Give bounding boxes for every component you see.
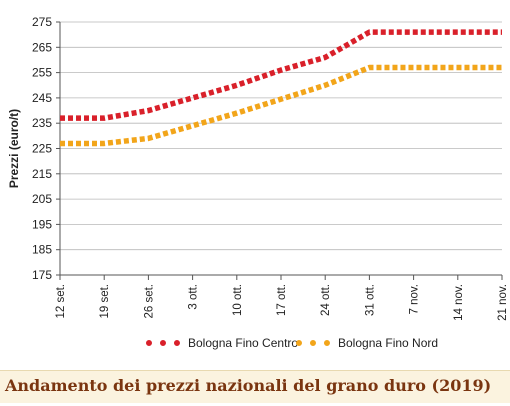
legend-label-nord: Bologna Fino Nord — [338, 336, 439, 350]
y-tick-label: 175 — [32, 268, 52, 282]
legend-swatch-nord — [296, 340, 330, 346]
y-tick-label: 185 — [32, 243, 52, 257]
figure-caption: Andamento dei prezzi nazionali del grano… — [0, 370, 510, 403]
y-tick-label: 275 — [32, 15, 52, 29]
y-tick-label: 205 — [32, 192, 52, 206]
x-tick-label: 24 ott. — [320, 284, 332, 316]
series-lines — [59, 29, 503, 147]
x-tick-label: 31 ott. — [364, 284, 376, 316]
x-tick-label: 7 nov. — [409, 284, 421, 314]
grid-lines — [60, 21, 502, 251]
y-tick-label: 265 — [32, 40, 52, 54]
x-tick-labels: 12 set. 19 set. 26 set. 3 ott. 10 ott. 17 ott… — [55, 284, 509, 321]
y-tick-labels: 175 185 195 205 215 225 235 245 255 265 275 — [32, 15, 52, 282]
legend-swatch-centro — [146, 340, 180, 346]
x-tick-label: 17 ott. — [276, 284, 288, 316]
series-line-centro — [60, 29, 502, 121]
x-tick-label: 19 set. — [99, 284, 111, 319]
legend-label-centro: Bologna Fino Centro — [188, 336, 299, 350]
y-tick-label: 245 — [32, 91, 52, 105]
axes — [56, 21, 503, 280]
y-axis-label: Prezzi (euro/t) — [7, 109, 21, 188]
legend-item-nord: Bologna Fino Nord — [296, 332, 438, 354]
y-tick-label: 235 — [32, 116, 52, 130]
series-line-nord — [60, 64, 502, 147]
caption-text: Andamento dei prezzi nazionali del grano… — [5, 376, 492, 395]
y-tick-label: 215 — [32, 167, 52, 181]
line-chart: 175 185 195 205 215 225 235 245 255 265 275 12 set… — [7, 15, 509, 321]
x-tick-label: 3 ott. — [188, 284, 200, 310]
y-tick-label: 195 — [32, 217, 52, 231]
legend: Bologna Fino Centro Bologna Fino Nord — [0, 332, 510, 354]
x-tick-label: 12 set. — [55, 284, 67, 319]
x-tick-label: 21 nov. — [497, 284, 509, 321]
x-tick-label: 14 nov. — [453, 284, 465, 321]
legend-item-centro: Bologna Fino Centro — [146, 332, 298, 354]
x-tick-label: 10 ott. — [232, 284, 244, 316]
y-tick-label: 255 — [32, 66, 52, 80]
y-tick-label: 225 — [32, 142, 52, 156]
x-tick-label: 26 set. — [143, 284, 155, 319]
